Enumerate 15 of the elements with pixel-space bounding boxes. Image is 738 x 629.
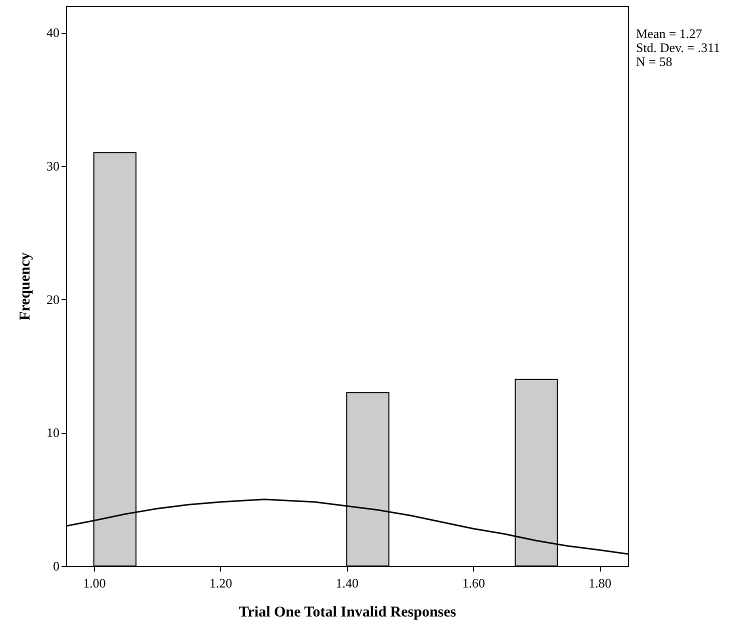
x-axis-title: Trial One Total Invalid Responses — [238, 604, 456, 620]
text: Std. Dev. = .311 — [636, 40, 720, 55]
y-tick-label: 10 — [46, 425, 60, 440]
y-tick-label: 20 — [46, 292, 60, 307]
y-tick-label: 0 — [53, 558, 60, 574]
y-tick-label: 40 — [46, 25, 60, 40]
text: N = 58 — [636, 54, 672, 69]
y-tick-label: 30 — [46, 158, 60, 174]
x-tick-label: 1.60 — [462, 576, 485, 590]
x-tick-label: 1.20 — [209, 576, 232, 590]
text: Mean = 1.27 — [636, 26, 703, 41]
x-tick-label: 1.00 — [82, 576, 106, 590]
x-tick-label: 1.80 — [588, 576, 612, 590]
x-tick-label: 1.40 — [336, 576, 359, 590]
y-axis-title: Frequency — [18, 252, 34, 321]
